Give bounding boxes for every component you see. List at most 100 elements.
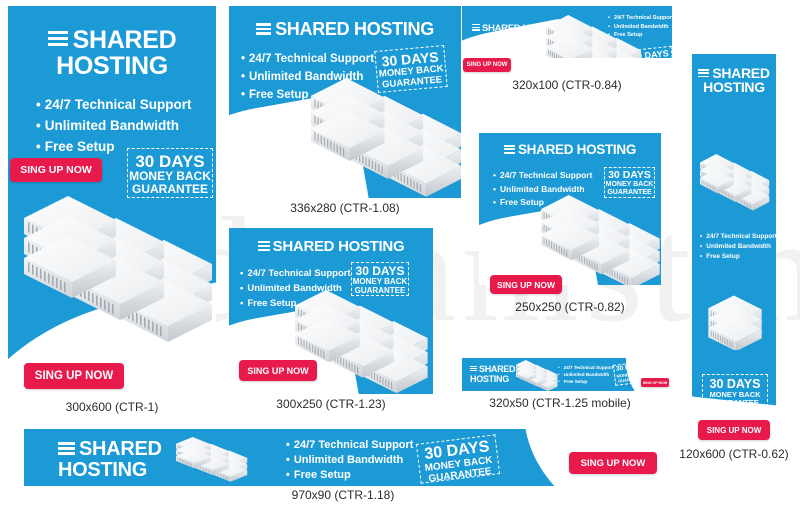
feature-item: 24/7 Technical Support xyxy=(36,94,192,115)
banner-120x600[interactable]: SHARED HOSTING xyxy=(692,54,776,424)
hamburger-menu-icon xyxy=(47,31,68,47)
money-back-badge: 30 DAYS MONEY BACK GUARANTEE xyxy=(702,374,768,412)
feature-item: Free Setup xyxy=(608,31,672,40)
brand-inline: SHARED HOSTING xyxy=(272,238,405,255)
banner-caption-300x250: 300x250 (CTR-1.23) xyxy=(276,397,386,411)
badge-line-2: MONEY BACK xyxy=(605,180,654,188)
feature-item: 24/7 Technical Support xyxy=(241,50,374,68)
feature-item: Unlimited Bandwidth xyxy=(241,68,374,86)
feature-item: Free Setup xyxy=(36,136,192,157)
brand-line-1: SHARED xyxy=(79,438,162,460)
server-stack-illustration xyxy=(700,154,770,212)
badge-line-3: GUARANTEE xyxy=(607,188,652,196)
feature-item: 24/7 Technical Support xyxy=(240,266,350,281)
hamburger-menu-icon xyxy=(256,23,272,35)
money-back-badge: 30 DAYS MONEY BACK GUARANTEE xyxy=(415,434,501,485)
feature-list: 24/7 Technical Support Unlimited Bandwid… xyxy=(493,169,592,210)
feature-item: 24/7 Technical Support xyxy=(608,14,672,23)
sign-up-button-336x280[interactable]: SING UP NOW xyxy=(10,158,102,182)
hamburger-menu-icon xyxy=(698,68,710,78)
banner-300x600[interactable]: SHARED HOSTING 24/7 Technical Support Un… xyxy=(8,6,216,396)
server-stack-illustration xyxy=(541,195,661,285)
hamburger-menu-icon xyxy=(472,23,480,31)
badge-line-2: MONEY BACK xyxy=(352,277,408,286)
feature-list: 24/7 Technical Support Unlimited Bandwid… xyxy=(608,14,672,40)
banner-336x280[interactable]: SHARED HOSTING 24/7 Technical Support Un… xyxy=(229,6,461,198)
brand-lockup: SHARED HOSTING xyxy=(692,66,776,95)
feature-item: 24/7 Technical Support xyxy=(700,232,776,242)
feature-list: 24/7 Technical Support Unlimited Bandwid… xyxy=(700,232,776,262)
feature-item: Free Setup xyxy=(286,468,413,483)
brand-lockup: SHARED HOSTING xyxy=(470,364,516,384)
brand-lockup: SHARED HOSTING xyxy=(229,239,433,254)
brand-line-1: SHARED xyxy=(479,364,516,374)
badge-line-3: GUARANTEE xyxy=(131,182,208,196)
badge-line-1: 30 DAYS xyxy=(135,152,205,171)
brand-inline: SHARED HOSTING xyxy=(517,142,637,157)
feature-item: Unlimited Bandwidth xyxy=(240,281,351,296)
sign-up-button-300x600[interactable]: SING UP NOW xyxy=(24,363,124,389)
feature-item: Free Setup xyxy=(558,378,614,385)
money-back-badge: 30 DAYS MONEY BACK GUARANTEE xyxy=(127,148,213,198)
feature-item: Unlimited Bandwidth xyxy=(493,183,592,197)
brand-line-2: HOSTING xyxy=(56,51,168,80)
badge-line-2: MONEY BACK xyxy=(129,169,211,183)
brand-lockup: SHARED HOSTING xyxy=(229,20,461,38)
banner-250x250[interactable]: SHARED HOSTING 24/7 Technical Support Un… xyxy=(479,133,661,285)
hamburger-menu-icon xyxy=(503,144,515,154)
brand-line-1: SHARED xyxy=(712,65,770,81)
feature-item: Unlimited Bandwidth xyxy=(558,371,614,378)
feature-item: 24/7 Technical Support xyxy=(558,364,614,371)
banner-caption-320x50: 320x50 (CTR-1.25 mobile) xyxy=(489,396,631,410)
banner-caption-300x600: 300x600 (CTR-1) xyxy=(65,400,159,414)
sign-up-button-320x100[interactable]: SING UP NOW xyxy=(463,58,511,72)
feature-item: Unlimited Bandwidth xyxy=(608,23,672,32)
sign-up-button-120x600[interactable]: SING UP NOW xyxy=(698,420,770,440)
feature-item: Unlimited Bandwidth xyxy=(286,453,413,468)
badge-line-1: 30 DAYS xyxy=(608,169,651,181)
sign-up-button-320x50[interactable]: SING UP NOW xyxy=(641,378,669,387)
money-back-badge: 30 DAYS MONEY BACK GUARANTEE xyxy=(604,167,655,198)
feature-list: 24/7 Technical Support Unlimited Bandwid… xyxy=(286,438,414,483)
sign-up-button-300x250[interactable]: SING UP NOW xyxy=(239,360,317,381)
banner-320x50[interactable]: SHARED HOSTING 24/7 Technical Support Un… xyxy=(462,358,658,391)
brand-inline: SHARED HOSTING xyxy=(275,19,434,39)
badge-line-1: 30 DAYS xyxy=(355,264,405,278)
banner-caption-120x600: 120x600 (CTR-0.62) xyxy=(679,447,789,461)
feature-list: 24/7 Technical Support Unlimited Bandwid… xyxy=(36,94,192,157)
feature-item: Free Setup xyxy=(493,196,592,210)
badge-line-3: GUARANTEE xyxy=(711,398,759,407)
brand-lockup: SHARED HOSTING xyxy=(58,439,162,481)
feature-list: 24/7 Technical Support Unlimited Bandwid… xyxy=(558,364,614,385)
hamburger-menu-icon xyxy=(58,442,75,455)
feature-item: Free Setup xyxy=(700,252,776,262)
banner-caption-970x90: 970x90 (CTR-1.18) xyxy=(291,488,395,502)
sign-up-button-970x90[interactable]: SING UP NOW xyxy=(569,452,657,474)
single-server-illustration xyxy=(706,292,764,350)
feature-item: 24/7 Technical Support xyxy=(286,438,414,453)
banner-caption-250x250: 250x250 (CTR-0.82) xyxy=(515,300,625,314)
server-stack-illustration xyxy=(311,78,461,198)
sign-up-button-250x250[interactable]: SING UP NOW xyxy=(490,275,562,294)
hamburger-menu-icon xyxy=(257,241,270,251)
brand-line-2: HOSTING xyxy=(470,374,509,384)
brand-lockup: SHARED HOSTING xyxy=(8,27,216,80)
server-stack-illustration xyxy=(176,437,248,483)
server-stack-illustration xyxy=(546,15,642,58)
banner-970x90[interactable]: SHARED HOSTING 24/7 Technical Support Un… xyxy=(24,429,662,486)
badge-line-1: 30 DAYS xyxy=(709,377,761,391)
brand-line-2: HOSTING xyxy=(703,79,765,96)
server-stack-illustration xyxy=(516,360,558,391)
brand-lockup: SHARED HOSTING xyxy=(479,143,661,157)
server-stack-illustration xyxy=(24,196,214,346)
banner-320x100[interactable]: SHARED HOSTING 24/7 Technical Support Un… xyxy=(462,6,672,58)
money-back-badge: 30 DAYS MONEY BACK GUARANTEE xyxy=(351,262,409,296)
banner-caption-336x280: 336x280 (CTR-1.08) xyxy=(290,201,400,215)
brand-line-2: HOSTING xyxy=(58,459,148,481)
badge-line-2: MONEY BACK xyxy=(709,389,761,399)
feature-item: Unlimited Bandwidth xyxy=(700,242,776,252)
feature-item: 24/7 Technical Support xyxy=(493,169,592,183)
banner-caption-320x100: 320x100 (CTR-0.84) xyxy=(512,78,622,92)
badge-line-3: GUARANTEE xyxy=(354,286,406,295)
